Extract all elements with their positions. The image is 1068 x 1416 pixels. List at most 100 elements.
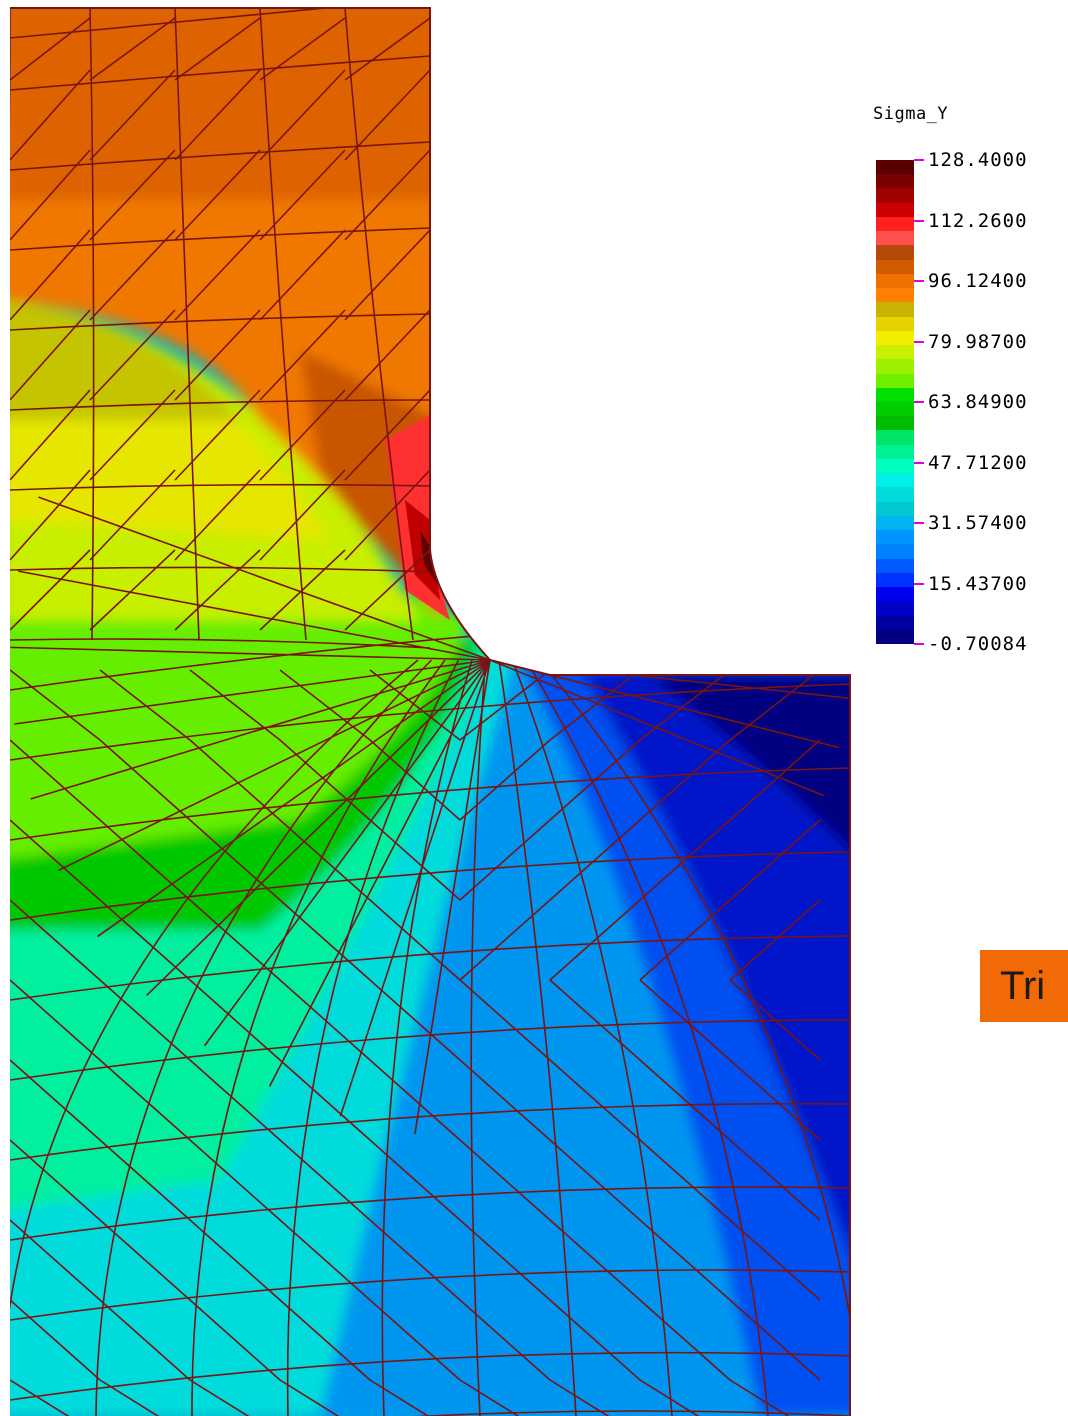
- mesh-edge: [99, 1379, 191, 1416]
- mesh-edge: [549, 1059, 641, 1141]
- legend-tick-label: 31.57400: [928, 512, 1028, 534]
- mesh-edge: [639, 899, 731, 981]
- mesh-edge: [459, 819, 551, 901]
- mesh-edge: [10, 566, 431, 573]
- mesh-edge: [369, 899, 461, 981]
- mesh-edge: [344, 8, 414, 641]
- mesh-edge: [459, 979, 551, 1061]
- legend-tick-label: 47.71200: [928, 451, 1028, 474]
- mesh-edge: [189, 739, 281, 821]
- mesh-edge: [89, 149, 176, 241]
- mesh-edge: [729, 1379, 821, 1416]
- mesh-edge: [99, 739, 191, 821]
- mesh-edge: [10, 149, 91, 241]
- legend-band: [876, 587, 914, 602]
- legend-band: [876, 544, 914, 559]
- mesh-edge: [339, 659, 491, 1117]
- mesh-edge: [191, 659, 446, 1416]
- legend-band: [876, 444, 914, 459]
- legend-band: [876, 458, 914, 474]
- legend-tick-label: 63.84900: [928, 391, 1028, 413]
- mesh-edge: [639, 819, 731, 901]
- mesh-edge: [10, 141, 431, 171]
- mesh-edge: [174, 149, 261, 241]
- mesh-edge: [10, 739, 101, 821]
- mesh-edge: [99, 1059, 191, 1141]
- legend-band: [876, 160, 914, 175]
- mesh-edge: [639, 1139, 731, 1221]
- mesh-edge: [189, 1299, 281, 1381]
- mesh-edge: [729, 1219, 821, 1301]
- legend-band: [876, 288, 914, 303]
- mesh-edge: [10, 899, 101, 981]
- mesh-edge: [459, 739, 551, 821]
- legend-band: [876, 345, 914, 360]
- mesh-edge: [174, 229, 261, 321]
- mesh-edge: [369, 1379, 461, 1416]
- mesh-edge: [10, 979, 101, 1061]
- mesh-edge: [99, 669, 191, 741]
- mesh-edge: [259, 149, 346, 241]
- mesh-edge: [369, 1139, 461, 1221]
- mesh-edge: [189, 819, 281, 901]
- mesh-edge: [369, 1059, 461, 1141]
- mesh-edge: [189, 1219, 281, 1301]
- legend-band: [876, 174, 914, 189]
- contour-fill: [10, 8, 850, 1416]
- mesh-edge: [10, 1059, 101, 1141]
- mesh-edge: [729, 979, 821, 1061]
- mesh-edge: [549, 819, 641, 901]
- mesh-edge: [549, 979, 641, 1061]
- mesh-edge: [89, 549, 176, 631]
- mesh-edge: [10, 8, 11, 641]
- mesh-edge: [344, 549, 431, 631]
- mesh-edge: [459, 1379, 551, 1416]
- mesh-edge: [10, 399, 431, 411]
- legend-band: [876, 373, 914, 388]
- mesh-edge: [381, 659, 473, 1416]
- mesh-edge: [18, 570, 491, 661]
- legend-band: [876, 473, 914, 488]
- note-box: Tri: [980, 950, 1068, 1022]
- mesh-edge: [174, 469, 261, 561]
- mesh-edge: [279, 1299, 371, 1381]
- mesh-edge: [174, 17, 261, 81]
- mesh-edge: [344, 389, 431, 481]
- mesh-edge: [10, 389, 91, 481]
- mesh-edge: [549, 1299, 641, 1381]
- mesh-edge: [459, 1059, 551, 1141]
- legend-band: [876, 558, 914, 573]
- mesh-edge: [99, 1299, 191, 1381]
- mesh-edge: [10, 229, 91, 321]
- mesh-edge: [10, 483, 431, 491]
- mesh-edge: [549, 739, 641, 821]
- mesh-edge: [639, 979, 731, 1061]
- note-text: Tri: [1000, 964, 1046, 1008]
- mesh-edge: [10, 659, 419, 1416]
- legend-tick: [914, 280, 924, 282]
- mesh-edge: [549, 1379, 641, 1416]
- mesh-edge: [729, 739, 821, 821]
- legend-band: [876, 359, 914, 374]
- legend-band: [876, 401, 914, 417]
- legend-band: [876, 530, 914, 545]
- mesh-edge: [279, 1379, 371, 1416]
- color-scale-bar: [876, 160, 914, 644]
- mesh-edge: [369, 1219, 461, 1301]
- mesh-edge: [729, 1299, 821, 1381]
- mesh-edge: [268, 659, 491, 1087]
- mesh-edge: [729, 1139, 821, 1221]
- legend-band: [876, 501, 914, 516]
- legend-tick-label: -0.70084: [928, 633, 1028, 655]
- mesh-edge: [10, 313, 431, 331]
- mesh-edge: [549, 899, 641, 981]
- mesh-edge: [10, 469, 91, 561]
- legend-tick-label: 96.12400: [928, 270, 1028, 292]
- legend-tick-label: 112.2600: [928, 209, 1028, 232]
- mesh-edge: [174, 8, 200, 641]
- legend-band: [876, 302, 914, 317]
- mesh-edge: [344, 69, 431, 161]
- legend-tick: [914, 159, 924, 161]
- legend-band: [876, 487, 914, 502]
- legend-band: [876, 202, 914, 217]
